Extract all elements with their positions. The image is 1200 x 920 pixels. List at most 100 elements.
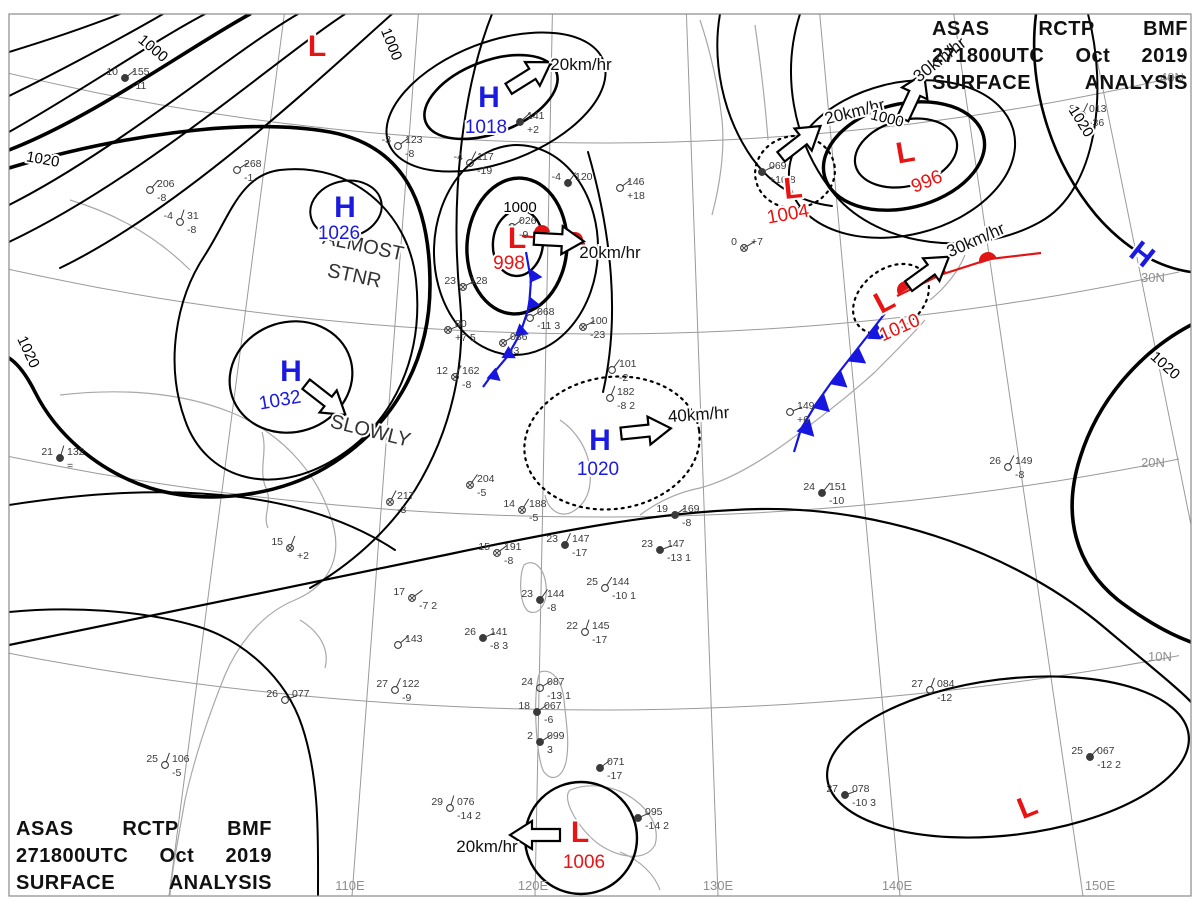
wind-barb-icon [180, 209, 185, 220]
station-dewpoint-value: +18 [627, 190, 645, 202]
isobar-line [9, 507, 1191, 704]
wind-barb-icon [499, 544, 508, 552]
longitude-label: 130E [703, 878, 734, 893]
station-temp-value: 15 [478, 541, 490, 553]
chart-title-top-right: ASAS RCTP BMF 271800UTC Oct 2019 SURFACE… [932, 16, 1188, 97]
station-pressure-value: 162 [462, 365, 480, 377]
wind-barb-icon [521, 112, 530, 121]
latitude-line [9, 72, 1180, 144]
station-circle-icon [408, 594, 416, 602]
station-pressure-value: 132 [67, 446, 85, 458]
wind-barb-icon [640, 812, 651, 818]
latitude-label: 20N [1141, 455, 1165, 470]
station-dewpoint-value: -12 2 [1097, 759, 1121, 771]
station-circle-icon [508, 223, 516, 231]
station-dewpoint-value: -17 [572, 547, 587, 559]
station-temp-value: -4 [552, 171, 561, 183]
station-pressure-value: 117 [477, 151, 494, 163]
wind-barb-icon [455, 365, 462, 375]
station-plot: 15 191 -8 [478, 541, 521, 567]
station-temp-value: 19 [656, 503, 668, 515]
wind-barb-icon [239, 162, 249, 169]
wind-barb-icon [764, 165, 774, 172]
station-dewpoint-value: +7 5 [455, 332, 476, 344]
center-pressure-value: 1018 [465, 117, 507, 138]
low-center-symbol: L [1013, 788, 1042, 825]
station-dewpoint-value: -1 [244, 172, 253, 184]
cold-front-triangle-icon [486, 367, 501, 382]
station-dewpoint-value: -10 1 [612, 590, 636, 602]
station-temp-value: 17 [393, 586, 405, 598]
station-dewpoint-value: -19 [477, 165, 492, 177]
station-dewpoint-value: -3 [510, 345, 519, 357]
low-center-symbol: L [869, 283, 901, 321]
station-dewpoint-value: -9 [402, 692, 411, 704]
isobar-line [587, 151, 614, 393]
isobar-closed-contour [385, 31, 607, 173]
isobar-line [9, 14, 121, 53]
center-pressure-value: 1006 [563, 852, 605, 873]
station-circle-icon [671, 511, 679, 519]
station-circle-icon [656, 546, 664, 554]
station-dewpoint-value: -8 [504, 555, 513, 567]
station-plot: 068 -11 3 [526, 306, 560, 332]
station-temp-value: 2 [527, 730, 533, 742]
longitude-label: 150E [1085, 878, 1116, 893]
station-plot: 27 078 -10 3 [826, 783, 876, 809]
coastline [299, 619, 327, 669]
station-dewpoint-value: 3 [547, 744, 553, 756]
station-pressure-value: 013 [1089, 103, 1107, 115]
station-pressure-value: 80 [455, 318, 467, 330]
station-pressure-value: 143 [405, 633, 423, 645]
station-dewpoint-value: -11 [132, 80, 147, 92]
movement-arrow-icon [532, 224, 587, 257]
station-plot: 27 084 -12 [911, 677, 955, 704]
station-circle-icon [394, 142, 402, 150]
movement-arrow-icon [619, 414, 673, 447]
station-plot: 026-9 [508, 215, 537, 241]
wind-barb-icon [613, 359, 621, 368]
title-line-datetime: 271800UTC Oct 2019 [16, 845, 272, 867]
station-dewpoint-value: -13 1 [547, 690, 571, 702]
station-cross-icon [287, 545, 293, 551]
wind-barb-icon [610, 385, 616, 396]
station-dewpoint-value: -5 [172, 767, 181, 779]
station-plot: 10 155 -11 [106, 66, 149, 92]
cold-front-triangle-icon [829, 370, 848, 388]
station-pressure-value: 268 [244, 158, 262, 170]
station-pressure-value: 086 [510, 331, 528, 343]
station-dewpoint-value: -23 [590, 329, 605, 341]
station-temp-value: 15 [271, 536, 283, 548]
isobar-line [9, 124, 432, 499]
movement-speed-label: 20km/hr [550, 55, 612, 74]
station-plot: 071-17 [596, 756, 625, 782]
isobar-closed-contour [787, 79, 1017, 239]
station-circle-icon [56, 454, 64, 462]
station-plot: 8 013 -36 [1069, 103, 1107, 129]
movement-speed-label: 20km/hr [579, 243, 641, 262]
movement-arrow-icon [300, 377, 348, 417]
station-cross-icon [409, 595, 415, 601]
station-plot: 2 099 3 [527, 730, 565, 756]
wind-barb-icon [127, 69, 136, 77]
station-plot: 24 087 -13 1 [521, 676, 571, 702]
station-plot: -4 120 [552, 171, 593, 187]
station-circle-icon [606, 394, 614, 402]
station-pressure-value: 084 [937, 678, 955, 690]
station-cross-icon [509, 224, 515, 230]
latitude-label: 40N [1160, 70, 1184, 85]
wind-barb-icon [60, 445, 65, 456]
wind-barb-icon [662, 545, 673, 550]
station-dewpoint-value: -12 [937, 692, 952, 704]
station-circle-icon [786, 408, 794, 416]
station-dewpoint-value: -6 [544, 714, 553, 726]
station-pressure-value: 141 [490, 626, 508, 638]
station-plot: 095 -14 2 [634, 806, 669, 832]
station-pressure-value: 087 [547, 676, 565, 688]
station-pressure-value: 204 [477, 473, 495, 485]
station-pressure-value: 123 [405, 134, 423, 146]
longitude-line [685, 14, 719, 896]
wind-barb-icon [585, 320, 595, 327]
station-plot: 19 169 -8 [656, 503, 699, 529]
station-circle-icon [536, 738, 544, 746]
